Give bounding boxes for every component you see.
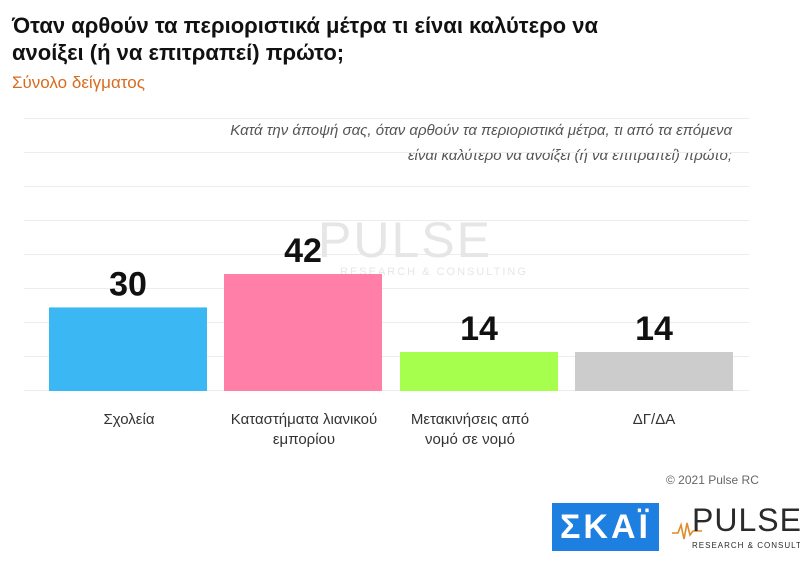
gridline [24, 254, 749, 255]
pulse-logo: PULSE RESEARCH & CONSULTING [672, 503, 800, 555]
category-label: Σχολεία [103, 411, 155, 428]
bar-value-label: 42 [284, 232, 322, 270]
gridline [24, 186, 749, 187]
bar [575, 352, 733, 391]
gridline [24, 220, 749, 221]
bar [400, 352, 558, 391]
pulse-logo-sub: RESEARCH & CONSULTING [692, 541, 800, 550]
bar-value-label: 14 [635, 310, 673, 348]
gridline [24, 322, 749, 323]
gridline [24, 288, 749, 289]
chart-title: Όταν αρθούν τα περιοριστικά μέτρα τι είν… [12, 13, 598, 65]
gridline [24, 152, 749, 153]
chart-subtitle: Σύνολο δείγματος [12, 73, 145, 92]
bar [224, 274, 382, 391]
category-label: Καταστήματα λιανικού εμπορίου [230, 411, 378, 448]
gridline [24, 390, 749, 391]
pulse-logo-name: PULSE [692, 502, 800, 538]
bar-value-label: 14 [460, 310, 498, 348]
category-label: Μετακινήσεις από νομό σε νομό [410, 411, 530, 448]
pulse-wave-icon [672, 522, 702, 540]
copyright-text: © 2021 Pulse RC [666, 473, 759, 487]
bar-value-label: 30 [109, 265, 147, 303]
bar [49, 307, 207, 391]
category-label: ΔΓ/ΔΑ [632, 411, 676, 428]
gridline [24, 118, 749, 119]
gridline [24, 356, 749, 357]
skai-logo: ΣΚΑΪ [552, 503, 659, 551]
survey-question: Κατά την άποψή σας, όταν αρθούν τα περιο… [230, 122, 732, 164]
